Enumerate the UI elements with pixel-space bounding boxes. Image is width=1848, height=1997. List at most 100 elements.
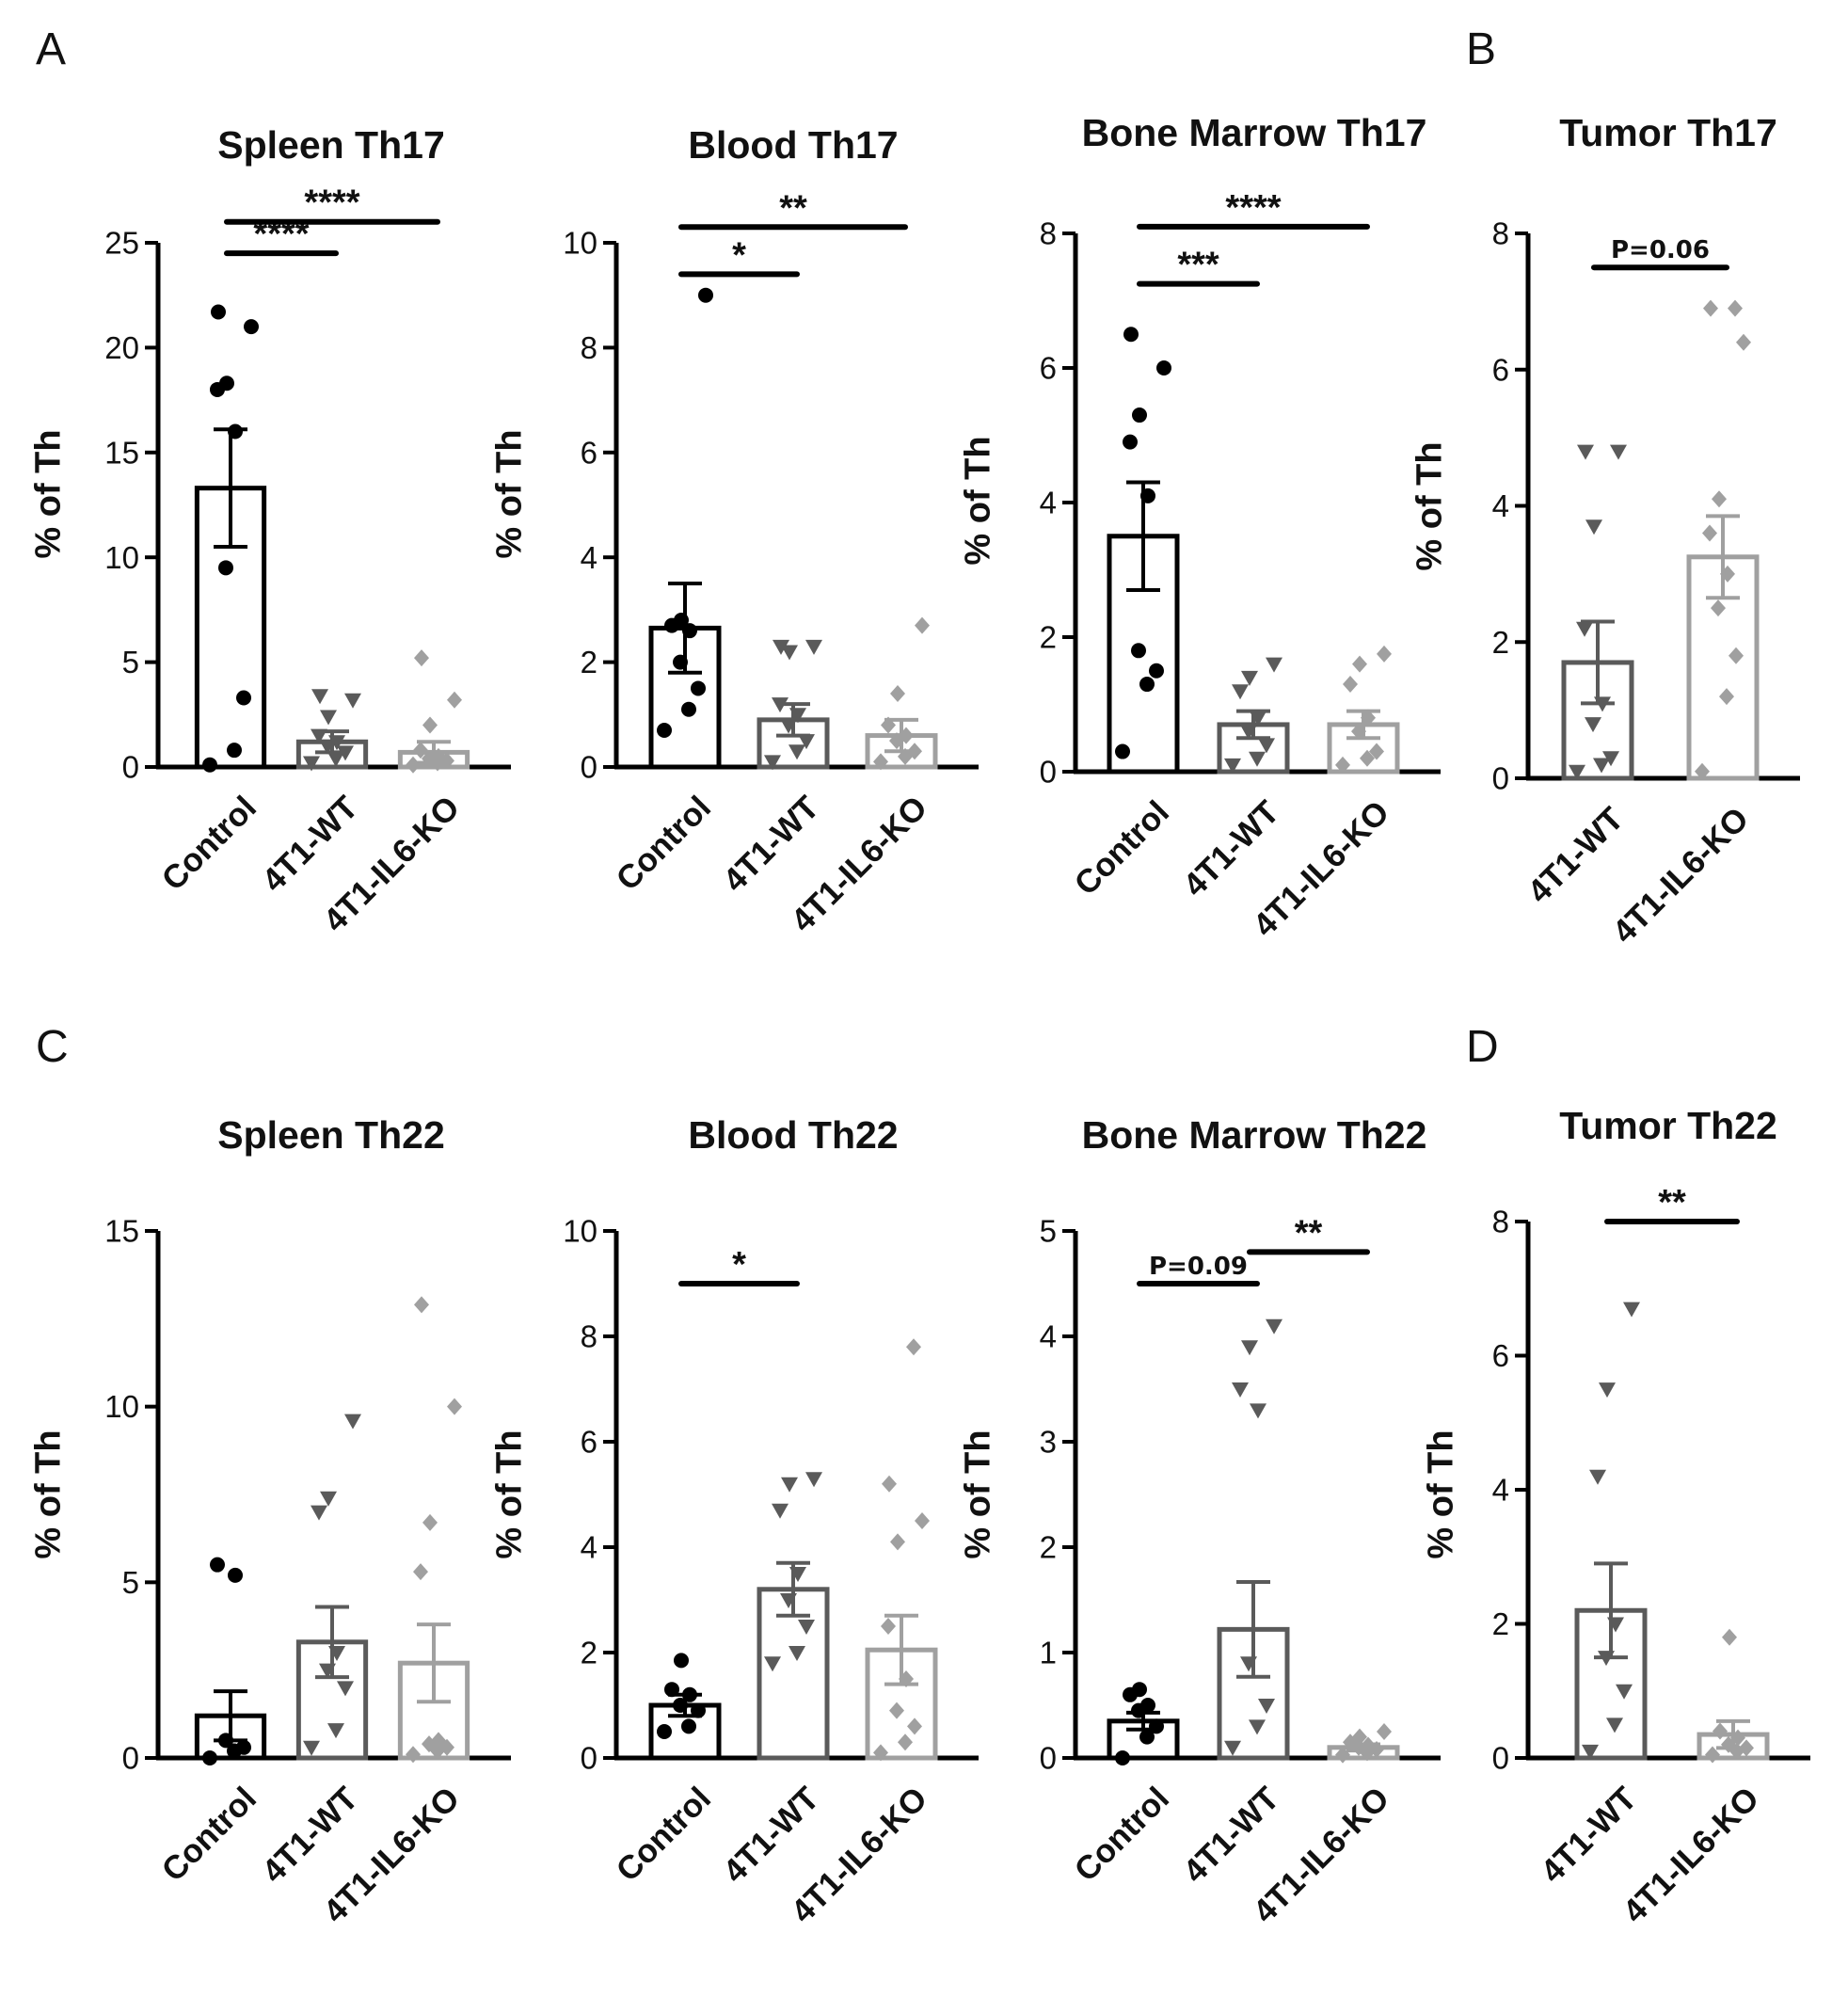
data-point (682, 623, 697, 639)
y-axis-label: % of Th (1421, 1430, 1460, 1558)
data-point (890, 685, 905, 703)
data-point (236, 1739, 251, 1755)
data-point (882, 1475, 897, 1493)
data-point (311, 1505, 327, 1521)
category-label: Control (154, 789, 263, 898)
y-tick-label: 8 (1492, 216, 1509, 251)
data-point (431, 1732, 446, 1749)
data-point (1240, 1656, 1257, 1672)
category-label: 4T1-IL6-KO (1605, 800, 1756, 951)
y-tick-label: 0 (1040, 755, 1057, 790)
data-point (1241, 1340, 1258, 1356)
y-tick-label: 2 (1492, 625, 1509, 660)
data-point (1361, 1736, 1376, 1754)
data-point (1713, 1722, 1728, 1740)
y-tick-label: 0 (1492, 761, 1509, 796)
y-tick-label: 25 (104, 226, 139, 261)
data-point (789, 708, 806, 724)
data-point (899, 1670, 914, 1687)
data-point (681, 1718, 696, 1734)
data-point (1730, 1729, 1745, 1747)
data-point (798, 734, 815, 750)
data-point (899, 727, 914, 744)
panel-letter-d: D (1466, 1022, 1499, 1072)
chart-title: Bone Marrow Th17 (1082, 111, 1427, 154)
data-point (1369, 743, 1384, 760)
data-point (320, 710, 337, 726)
y-tick-label: 10 (104, 1389, 139, 1424)
data-point (1140, 487, 1155, 503)
chart-title: Tumor Th22 (1559, 1104, 1777, 1147)
y-tick-label: 8 (581, 330, 597, 365)
data-point (1598, 1651, 1615, 1667)
y-tick-label: 6 (1040, 351, 1057, 386)
data-point (319, 739, 336, 755)
chart-5: Blood Th22% of Th0246810Control4T1-WT4T1… (489, 1113, 979, 1930)
data-point (319, 1663, 336, 1679)
data-point (1140, 1698, 1155, 1713)
data-point (664, 1682, 679, 1698)
data-point (1728, 299, 1743, 317)
y-tick-label: 5 (122, 645, 139, 679)
data-point (1132, 407, 1147, 423)
data-point (673, 654, 688, 670)
data-point (772, 697, 789, 713)
significance-label: P=0.09 (1149, 1253, 1248, 1281)
chart-title: Spleen Th17 (217, 123, 445, 167)
data-point (1695, 762, 1710, 780)
chart-6: Bone Marrow Th22 % of Th 0 1 2 3 4 5 Control 4T1-… (958, 1113, 1441, 1930)
data-point (1361, 709, 1376, 727)
data-point (881, 1618, 896, 1635)
data-point (890, 1533, 905, 1551)
data-point (344, 693, 361, 709)
panel-letter-b: B (1466, 24, 1496, 74)
data-point (1149, 1718, 1164, 1734)
data-point (414, 1296, 429, 1314)
data-point (1576, 621, 1593, 637)
data-point (1377, 1723, 1392, 1740)
data-point (1712, 490, 1727, 508)
data-point (218, 560, 233, 576)
data-point (789, 1567, 806, 1582)
data-point (1131, 643, 1146, 659)
charts-container: Spleen Th17% of Th0510152025Control4T1-W… (28, 111, 1810, 1930)
data-point (1720, 565, 1735, 583)
data-point (789, 1646, 805, 1661)
data-point (431, 747, 446, 765)
data-point (907, 743, 922, 760)
category-label: 4T1-WT (1176, 793, 1286, 903)
y-axis-label: % of Th (489, 429, 529, 558)
significance-label: **** (304, 184, 359, 223)
data-point (1250, 1403, 1267, 1419)
data-point (1589, 1469, 1606, 1485)
y-axis-label: % of Th (958, 1430, 997, 1558)
y-tick-label: 1 (1040, 1636, 1057, 1670)
data-point (772, 1503, 789, 1519)
data-point (907, 1717, 922, 1735)
panel-letter-c: C (36, 1022, 69, 1072)
data-point (1241, 670, 1258, 686)
data-point (311, 728, 327, 744)
data-point (1335, 756, 1350, 774)
data-point (236, 690, 251, 706)
y-tick-label: 3 (1040, 1425, 1057, 1460)
chart-title: Blood Th22 (688, 1113, 898, 1157)
category-label: 4T1-WT (1534, 1780, 1644, 1890)
chart-1: Blood Th17% of Th0246810Control4T1-WT4T1… (489, 123, 979, 939)
data-point (1266, 657, 1282, 673)
y-tick-label: 2 (581, 645, 597, 679)
y-tick-label: 4 (581, 540, 597, 575)
data-point (805, 1472, 822, 1488)
data-point (328, 1646, 345, 1661)
data-point (1258, 738, 1275, 754)
y-tick-label: 8 (1040, 216, 1057, 251)
category-label: Control (1067, 1780, 1176, 1889)
data-point (898, 1733, 913, 1751)
y-tick-label: 15 (104, 435, 139, 470)
significance-label: ** (1658, 1183, 1686, 1222)
data-point (447, 691, 462, 709)
y-tick-label: 10 (563, 1214, 597, 1249)
category-label: Control (154, 1780, 263, 1889)
data-point (422, 750, 437, 768)
